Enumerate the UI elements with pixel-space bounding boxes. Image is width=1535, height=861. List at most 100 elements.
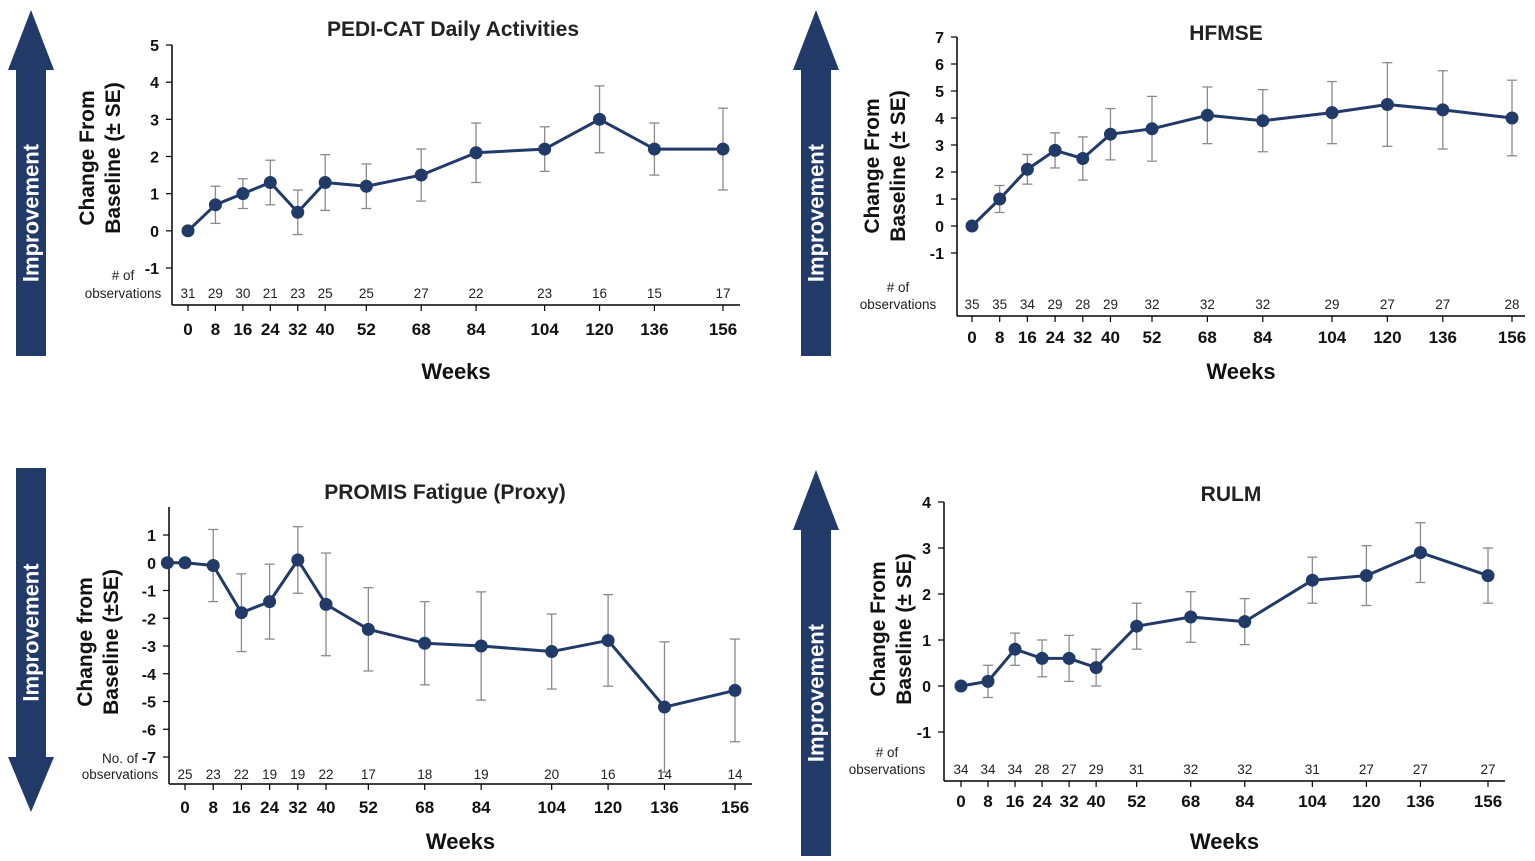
observation-count: 18 — [417, 767, 432, 782]
data-point — [361, 622, 375, 636]
y-tick-label: 5 — [150, 38, 159, 55]
data-point — [1035, 651, 1049, 665]
observation-count: 25 — [177, 767, 192, 782]
observation-count: 32 — [1183, 762, 1198, 777]
x-tick-label: 40 — [1087, 792, 1106, 811]
x-tick-label: 136 — [1406, 792, 1434, 811]
x-tick-label: 32 — [1073, 328, 1092, 347]
x-tick-label: 32 — [288, 320, 307, 339]
data-point — [178, 556, 192, 570]
observation-count: 17 — [715, 286, 730, 301]
x-tick-label: 104 — [537, 798, 566, 817]
data-point — [1048, 143, 1062, 157]
observation-count: 17 — [361, 767, 376, 782]
improvement-arrow-icon — [793, 470, 839, 856]
observation-count: 25 — [318, 286, 333, 301]
data-point — [181, 224, 195, 238]
y-tick-label: -4 — [142, 667, 156, 684]
x-tick-label: 0 — [956, 792, 965, 811]
x-tick-label: 84 — [467, 320, 486, 339]
data-point — [965, 219, 979, 233]
data-point — [319, 597, 333, 611]
data-point — [1089, 661, 1103, 675]
observation-count: 15 — [647, 286, 662, 301]
observation-count: 32 — [1255, 297, 1270, 312]
observation-count: 22 — [319, 767, 334, 782]
x-tick-label: 84 — [472, 798, 491, 817]
data-point — [1380, 98, 1394, 111]
observation-count: 22 — [234, 767, 249, 782]
x-tick-label: 156 — [1474, 792, 1502, 811]
y-axis-label: Change From Baseline (± SE) — [861, 90, 910, 242]
y-tick-label: 0 — [150, 224, 159, 241]
x-tick-label: 52 — [357, 320, 376, 339]
y-axis-label-line: Change From — [861, 98, 884, 233]
y-tick-label: -2 — [142, 611, 156, 628]
y-tick-label: 2 — [935, 165, 944, 182]
x-tick-label: 120 — [594, 798, 622, 817]
data-point — [263, 595, 277, 609]
x-tick-label: 68 — [412, 320, 431, 339]
x-tick-label: 136 — [650, 798, 678, 817]
observation-count: 23 — [290, 286, 305, 301]
x-tick-label: 8 — [211, 320, 220, 339]
observation-count: 16 — [601, 767, 616, 782]
observation-count: 29 — [1089, 762, 1104, 777]
x-tick-label: 16 — [1006, 792, 1025, 811]
x-tick-label: 8 — [995, 328, 1004, 347]
y-tick-label: -5 — [142, 695, 156, 712]
chart-title: RULM — [1201, 483, 1262, 506]
improvement-label: Improvement — [804, 623, 829, 762]
x-axis-label: Weeks — [426, 829, 495, 854]
x-tick-label: 52 — [1127, 792, 1146, 811]
y-tick-label: 1 — [935, 192, 944, 209]
observation-count: 34 — [981, 762, 997, 777]
observation-count: 34 — [953, 762, 969, 777]
x-tick-label: 52 — [1143, 328, 1162, 347]
series-line — [186, 117, 723, 232]
y-axis-label-line: Baseline (± SE) — [893, 553, 916, 705]
observation-count: 16 — [592, 286, 607, 301]
data-point — [1305, 573, 1319, 587]
x-tick-label: 0 — [180, 798, 189, 817]
chart-title: PEDI-CAT Daily Activities — [327, 18, 579, 41]
data-point — [728, 683, 742, 697]
x-tick-label: 156 — [709, 320, 737, 339]
y-tick-label: -1 — [142, 584, 156, 601]
data-point — [236, 187, 250, 201]
data-point — [1200, 108, 1214, 122]
observation-count: 21 — [263, 286, 278, 301]
data-point — [359, 179, 373, 193]
y-tick-label: 0 — [147, 556, 156, 573]
data-point — [1505, 111, 1519, 125]
data-point — [1008, 642, 1022, 656]
data-point — [657, 700, 671, 714]
data-point — [206, 559, 220, 573]
y-tick-label: 1 — [922, 633, 931, 650]
observation-count: 30 — [235, 286, 250, 301]
observation-count: 31 — [1129, 762, 1144, 777]
x-tick-label: 8 — [983, 792, 992, 811]
chart-panel-1: Improvement PEDI-CAT Daily Activities Chan… — [8, 10, 740, 384]
data-point — [1103, 127, 1117, 141]
x-tick-label: 156 — [721, 798, 749, 817]
observation-count: 35 — [992, 297, 1007, 312]
x-tick-label: 104 — [530, 320, 559, 339]
x-tick-label: 40 — [317, 798, 336, 817]
chart-panel-3: Improvement PROMIS Fatigue (Proxy) Change … — [8, 468, 752, 854]
observations-label: observations — [82, 767, 159, 782]
x-tick-label: 120 — [1352, 792, 1380, 811]
y-axis-label-line: Change From — [867, 561, 890, 696]
observation-count: 28 — [1075, 297, 1090, 312]
y-axis-label-line: Change from — [74, 577, 97, 707]
data-point — [414, 168, 428, 182]
data-point — [1238, 615, 1252, 629]
y-tick-label: -6 — [142, 722, 156, 739]
x-tick-label: 104 — [1318, 328, 1347, 347]
x-tick-label: 136 — [640, 320, 668, 339]
data-point — [318, 176, 332, 190]
y-tick-label: -1 — [917, 725, 931, 742]
observation-count: 23 — [537, 286, 552, 301]
